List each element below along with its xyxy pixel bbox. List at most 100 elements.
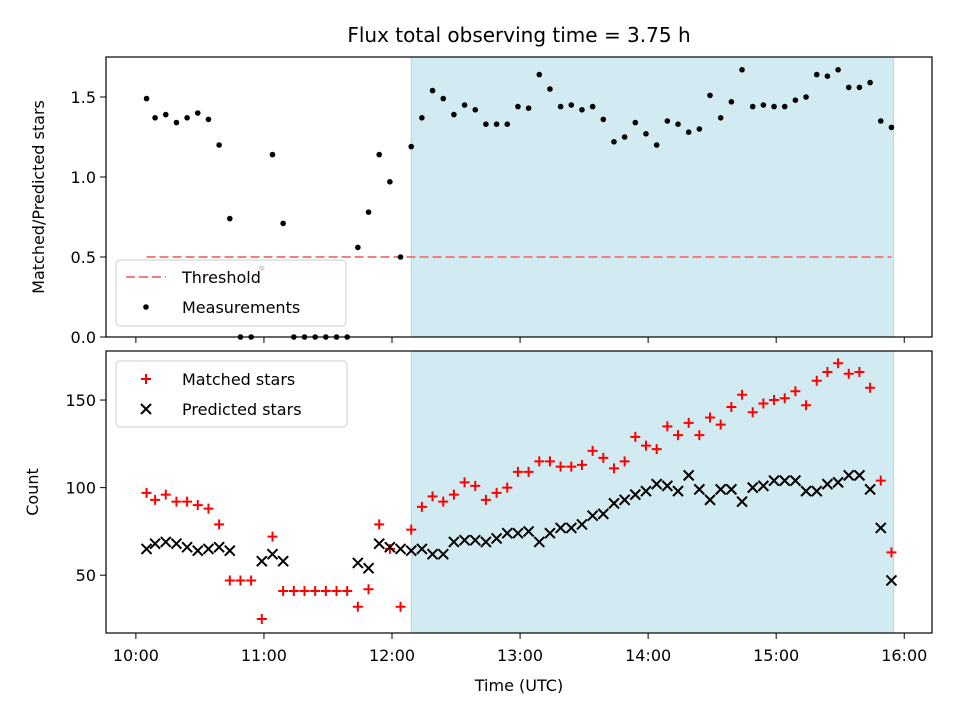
measurement-point	[440, 95, 447, 102]
matched-point	[214, 519, 225, 530]
predicted-point	[800, 485, 812, 497]
matched-point	[320, 585, 331, 596]
matched-point	[779, 393, 790, 404]
matched-point	[331, 585, 342, 596]
top-panel: 0.0 0.5 1.0 1.5 Matched/Predicted stars Thres…	[29, 56, 933, 347]
measurement-point	[557, 103, 564, 110]
matched-point	[801, 400, 812, 411]
matched-point	[822, 367, 833, 378]
matched-point	[384, 543, 395, 554]
matched-point	[673, 430, 684, 441]
measurement-point	[162, 111, 169, 118]
measurement-point	[184, 115, 190, 121]
y-tick-label: 100	[65, 479, 96, 498]
matched-point	[288, 585, 299, 596]
matched-point	[246, 575, 257, 586]
measurement-point	[717, 115, 724, 121]
predicted-point	[736, 495, 748, 508]
matched-point	[662, 421, 673, 432]
measurement-point	[728, 99, 735, 105]
predicted-point	[661, 480, 674, 492]
measurement-point	[835, 67, 841, 73]
matched-point	[619, 456, 630, 467]
measurement-point	[483, 121, 489, 127]
measurement-point	[643, 131, 649, 137]
measurement-point	[536, 71, 543, 78]
measurement-point	[525, 105, 532, 111]
matched-point	[865, 382, 876, 393]
matched-point	[726, 402, 737, 413]
predicted-point	[757, 480, 770, 492]
measurement-point	[579, 107, 585, 113]
predicted-point	[170, 537, 183, 550]
measurement-point	[269, 151, 276, 158]
predicted-point	[768, 474, 780, 487]
matched-point	[406, 524, 417, 535]
predicted-point	[362, 562, 375, 574]
matched-point	[811, 375, 822, 386]
chart-title: Flux total observing time = 3.75 h	[347, 23, 690, 47]
predicted-point	[843, 469, 855, 482]
predicted-point	[725, 483, 738, 496]
matched-point	[854, 367, 865, 378]
predicted-point	[832, 476, 844, 489]
predicted-point	[160, 536, 172, 548]
x-axis-label: Time (UTC)	[474, 676, 563, 695]
predicted-point	[277, 555, 289, 567]
predicted-point	[512, 527, 524, 539]
measurement-point	[472, 107, 479, 113]
matched-point	[833, 358, 844, 369]
measurement-point	[771, 103, 777, 110]
predicted-point	[682, 469, 695, 482]
y-axis-label: Count	[23, 468, 42, 516]
matched-point	[352, 601, 363, 612]
predicted-point	[704, 494, 716, 506]
y-axis-label: Matched/Predicted stars	[29, 100, 48, 294]
matched-point	[182, 496, 193, 507]
measurement-point	[173, 119, 180, 126]
predicted-point	[779, 474, 791, 487]
observing-span	[410, 56, 895, 338]
matched-point	[160, 489, 171, 500]
x-tick-label: 14:00	[625, 646, 671, 665]
measurement-point	[621, 134, 628, 140]
measurement-point	[813, 71, 820, 78]
matched-point	[576, 459, 587, 470]
y-tick-label: 0.5	[71, 248, 96, 267]
measurement-point	[803, 94, 809, 100]
predicted-point	[394, 543, 407, 555]
matched-point	[747, 407, 758, 418]
matched-point	[651, 444, 662, 455]
predicted-point	[140, 543, 153, 555]
legend-label: Predicted stars	[182, 400, 302, 419]
predicted-point	[586, 509, 599, 522]
predicted-point	[522, 525, 535, 538]
matched-point	[683, 417, 694, 428]
measurement-point	[675, 121, 681, 127]
predicted-point	[448, 536, 460, 548]
predicted-point	[202, 543, 215, 555]
x-tick-label: 16:00	[881, 646, 927, 665]
predicted-point	[416, 543, 428, 555]
measurement-point	[493, 121, 500, 127]
matched-point	[192, 500, 203, 511]
measurement-point	[877, 118, 884, 124]
measurement-point	[365, 209, 372, 215]
legend-box	[115, 360, 348, 428]
matched-point	[224, 575, 235, 586]
legend-label: Matched stars	[182, 370, 295, 389]
predicted-point	[565, 522, 577, 534]
matched-point	[299, 585, 310, 596]
series-predicted-stars	[140, 469, 898, 587]
matched-point	[427, 491, 438, 502]
measurement-point	[419, 115, 425, 121]
predicted-point	[149, 537, 161, 550]
legend: Matched stars Predicted stars	[115, 360, 348, 428]
predicted-point	[597, 508, 610, 520]
matched-point	[203, 503, 214, 514]
matched-point	[310, 585, 321, 596]
matched-point	[737, 389, 748, 400]
measurement-point	[376, 151, 382, 158]
matched-point	[587, 445, 598, 456]
predicted-point	[213, 541, 225, 553]
